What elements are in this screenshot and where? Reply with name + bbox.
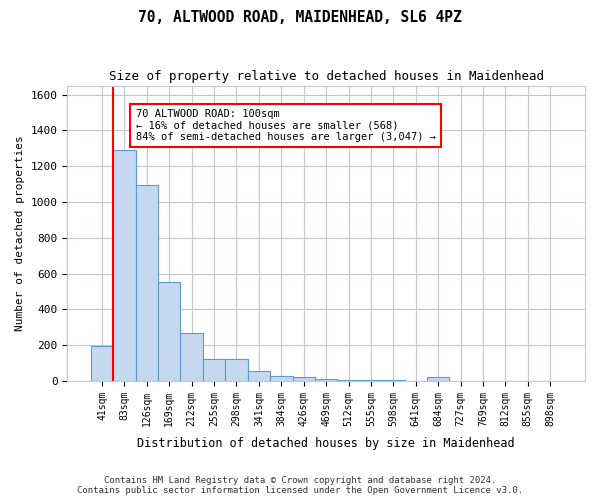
Y-axis label: Number of detached properties: Number of detached properties: [15, 136, 25, 331]
Bar: [315, 379, 337, 381]
Bar: [293, 377, 315, 381]
Bar: [382, 380, 404, 381]
Bar: [158, 282, 181, 381]
Bar: [181, 334, 203, 381]
Text: 70 ALTWOOD ROAD: 100sqm
← 16% of detached houses are smaller (568)
84% of semi-d: 70 ALTWOOD ROAD: 100sqm ← 16% of detache…: [136, 109, 436, 142]
Bar: [270, 376, 293, 381]
Bar: [427, 378, 449, 381]
Bar: [360, 380, 382, 381]
Text: Contains HM Land Registry data © Crown copyright and database right 2024.
Contai: Contains HM Land Registry data © Crown c…: [77, 476, 523, 495]
Bar: [203, 360, 225, 381]
Title: Size of property relative to detached houses in Maidenhead: Size of property relative to detached ho…: [109, 70, 544, 83]
Bar: [91, 346, 113, 381]
Bar: [337, 380, 360, 381]
Bar: [113, 150, 136, 381]
X-axis label: Distribution of detached houses by size in Maidenhead: Distribution of detached houses by size …: [137, 437, 515, 450]
Bar: [136, 185, 158, 381]
Bar: [225, 360, 248, 381]
Bar: [248, 371, 270, 381]
Text: 70, ALTWOOD ROAD, MAIDENHEAD, SL6 4PZ: 70, ALTWOOD ROAD, MAIDENHEAD, SL6 4PZ: [138, 10, 462, 25]
